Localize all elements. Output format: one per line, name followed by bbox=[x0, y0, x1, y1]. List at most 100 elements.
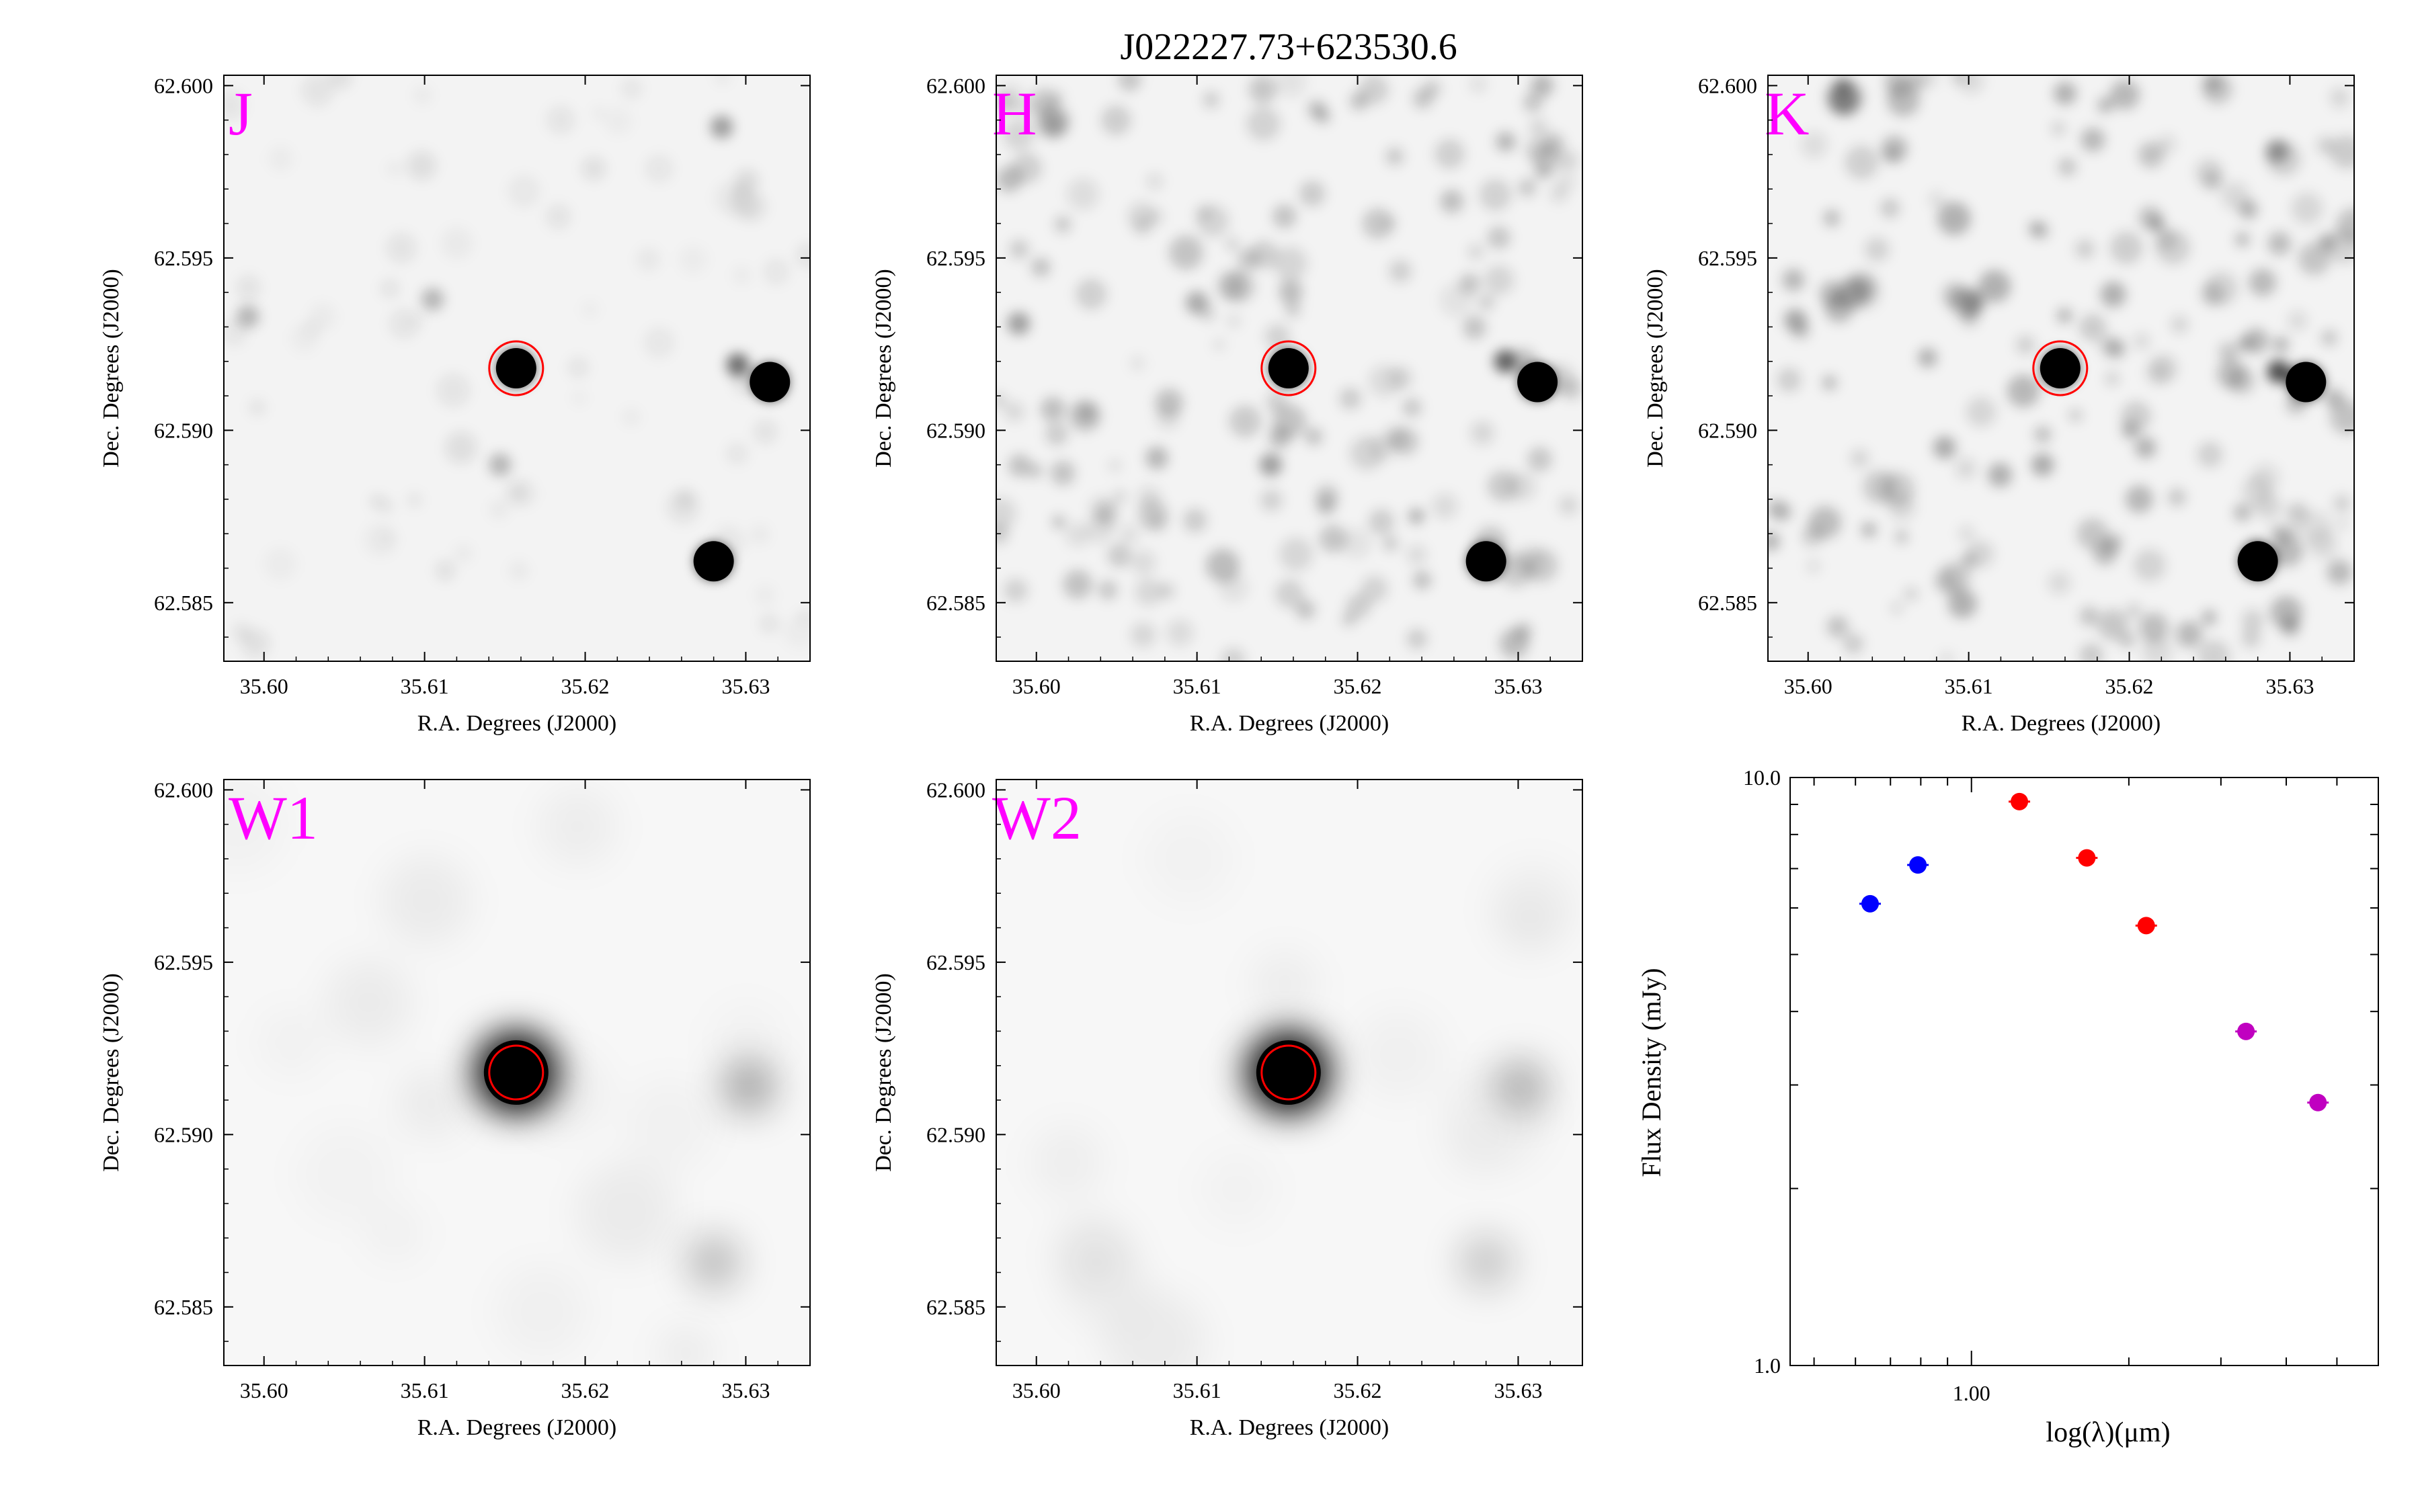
sed-point bbox=[1861, 894, 1879, 913]
noise-blob bbox=[2155, 230, 2191, 265]
noise-blob bbox=[1880, 198, 1900, 218]
noise-blob bbox=[2125, 485, 2154, 513]
sky-image bbox=[1768, 75, 2354, 661]
noise-blob bbox=[2145, 361, 2170, 386]
noise-blob bbox=[2321, 329, 2338, 347]
noise-blob bbox=[2254, 493, 2282, 520]
sed-point bbox=[2137, 917, 2155, 935]
noise-blob bbox=[1154, 388, 1184, 417]
noise-blob bbox=[2031, 222, 2050, 240]
noise-blob bbox=[1137, 485, 1162, 509]
noise-blob bbox=[1158, 582, 1176, 599]
source-blob bbox=[421, 288, 444, 311]
noise-blob bbox=[381, 855, 472, 946]
noise-blob bbox=[1937, 202, 1971, 236]
noise-blob bbox=[2327, 229, 2354, 264]
source-core bbox=[750, 362, 791, 403]
sed-point bbox=[2078, 849, 2096, 867]
noise-blob bbox=[1864, 237, 1890, 262]
noise-blob bbox=[1307, 99, 1326, 119]
noise-blob bbox=[507, 174, 541, 208]
source-core bbox=[2040, 348, 2081, 388]
noise-blob bbox=[1146, 511, 1168, 532]
source-core bbox=[2286, 362, 2327, 403]
y-tick-label: 62.595 bbox=[926, 246, 985, 270]
noise-blob bbox=[1939, 651, 1955, 661]
noise-blob bbox=[1051, 515, 1065, 529]
noise-blob bbox=[2290, 192, 2323, 225]
noise-blob bbox=[1341, 528, 1372, 559]
noise-blob bbox=[1127, 202, 1156, 231]
noise-blob bbox=[2167, 488, 2187, 507]
noise-blob bbox=[1260, 489, 1283, 512]
noise-blob bbox=[224, 90, 246, 120]
noise-blob bbox=[444, 431, 477, 464]
noise-blob bbox=[2327, 559, 2353, 585]
noise-blob bbox=[1145, 173, 1164, 191]
noise-blob bbox=[1040, 396, 1065, 422]
noise-blob bbox=[2272, 536, 2304, 566]
noise-blob bbox=[1529, 118, 1548, 138]
noise-blob bbox=[996, 92, 1016, 114]
noise-blob bbox=[1849, 278, 1881, 310]
y-tick-label: 62.585 bbox=[154, 1295, 213, 1319]
noise-blob bbox=[1890, 601, 1904, 615]
sky-image bbox=[996, 780, 1582, 1366]
y-tick-label: 62.600 bbox=[154, 73, 213, 97]
noise-blob bbox=[1305, 427, 1323, 446]
noise-blob bbox=[1826, 616, 1849, 638]
target-aperture bbox=[1260, 1044, 1317, 1101]
x-tick-label: 35.63 bbox=[1494, 674, 1542, 698]
noise-blob bbox=[397, 1069, 466, 1138]
noise-blob bbox=[2330, 400, 2354, 435]
noise-blob bbox=[1085, 515, 1115, 544]
noise-blob bbox=[750, 524, 770, 545]
noise-blob bbox=[380, 278, 400, 299]
noise-texture bbox=[325, 787, 713, 1366]
noise-blob bbox=[2122, 421, 2139, 439]
noise-blob bbox=[1009, 239, 1030, 259]
noise-blob bbox=[2109, 79, 2140, 110]
noise-blob bbox=[325, 959, 412, 1046]
noise-blob bbox=[2249, 268, 2277, 296]
noise-blob bbox=[2241, 609, 2264, 632]
noise-blob bbox=[2286, 503, 2308, 524]
source-blob bbox=[1007, 312, 1031, 335]
noise-blob bbox=[1497, 133, 1516, 152]
sky-image bbox=[996, 75, 1582, 661]
noise-texture bbox=[996, 75, 1582, 661]
noise-blob bbox=[2058, 157, 2077, 177]
noise-blob bbox=[1514, 622, 1533, 641]
y-tick-label: 62.590 bbox=[1698, 418, 1757, 442]
noise-blob bbox=[1362, 208, 1394, 239]
noise-blob bbox=[1045, 422, 1069, 446]
noise-blob bbox=[1275, 75, 1307, 98]
noise-blob bbox=[2234, 232, 2250, 247]
noise-blob bbox=[413, 85, 432, 105]
noise-blob bbox=[1077, 403, 1096, 423]
noise-blob bbox=[735, 169, 759, 194]
noise-blob bbox=[1279, 280, 1303, 304]
noise-blob bbox=[643, 327, 675, 358]
sed-point bbox=[2237, 1022, 2255, 1040]
x-tick-label: 35.62 bbox=[1334, 674, 1382, 698]
noise-blob bbox=[386, 233, 417, 264]
target-aperture bbox=[488, 340, 544, 396]
noise-blob bbox=[714, 75, 731, 85]
noise-blob bbox=[1065, 522, 1091, 548]
noise-blob bbox=[1958, 75, 1985, 95]
y-tick-label: 62.595 bbox=[154, 950, 213, 974]
noise-blob bbox=[1484, 265, 1515, 296]
panel-w1-xlabel: R.A. Degrees (J2000) bbox=[417, 1415, 617, 1440]
noise-blob bbox=[1103, 1290, 1207, 1366]
source-blob bbox=[1783, 308, 1807, 332]
x-tick-label: 35.61 bbox=[401, 1378, 449, 1402]
noise-blob bbox=[1958, 525, 1975, 542]
noise-blob bbox=[2068, 408, 2083, 422]
noise-blob bbox=[546, 105, 575, 135]
y-tick-label: 62.600 bbox=[926, 73, 985, 97]
noise-blob bbox=[996, 392, 1007, 409]
noise-blob bbox=[762, 258, 790, 286]
sed-ylabel: Flux Density (mJy) bbox=[1636, 968, 1666, 1177]
noise-blob bbox=[1272, 204, 1297, 228]
